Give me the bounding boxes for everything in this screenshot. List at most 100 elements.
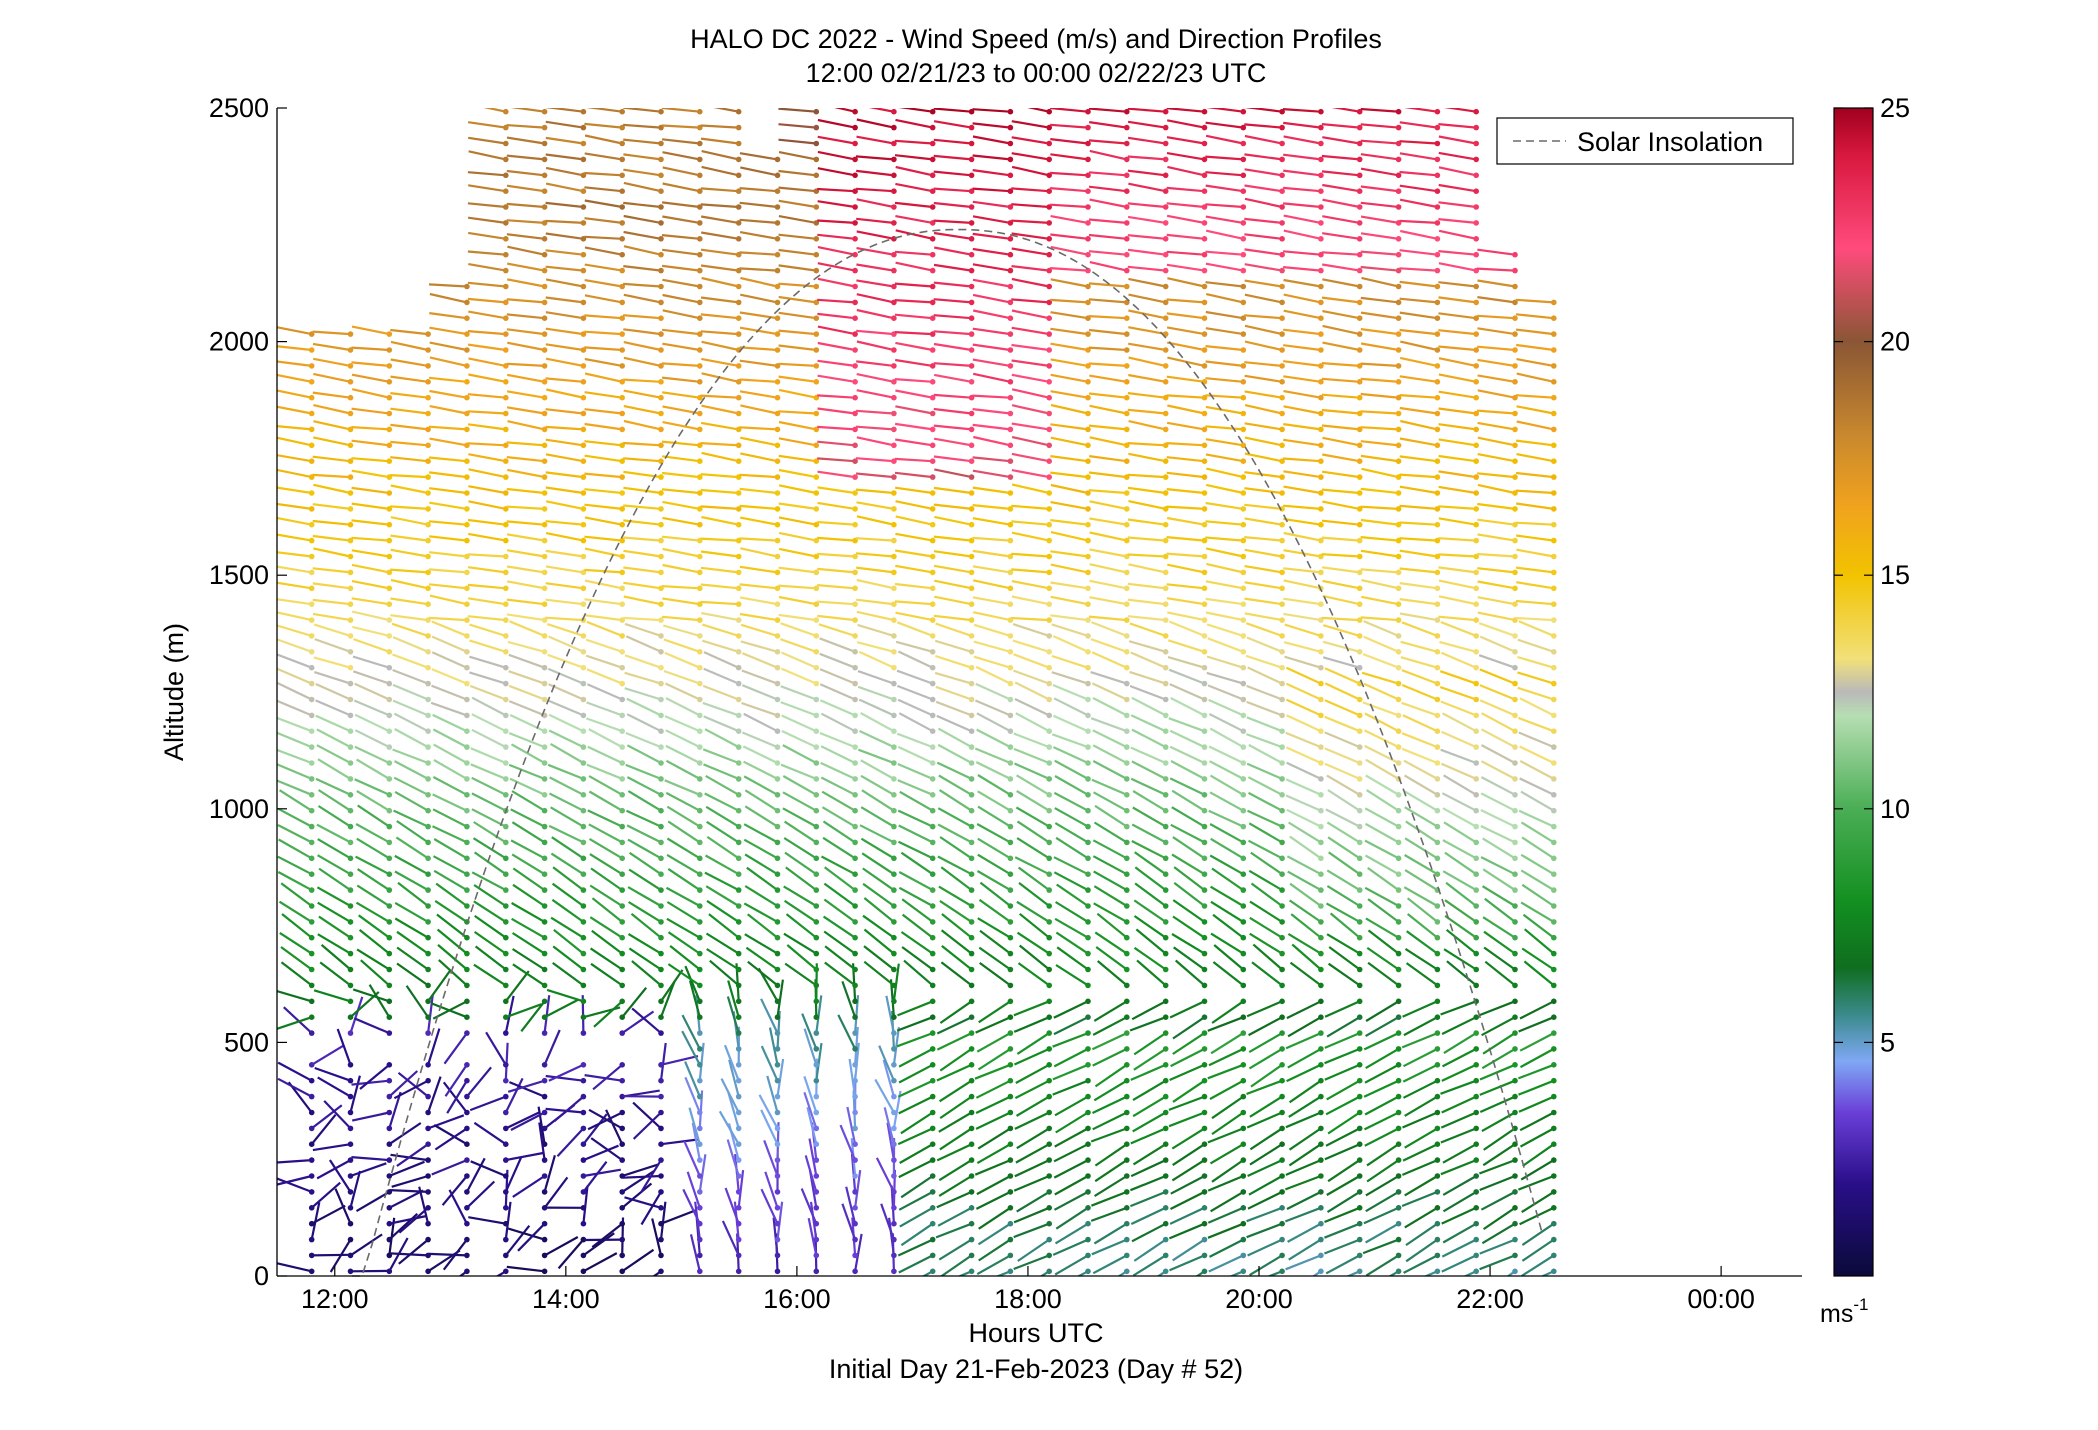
wind-barb-dot [1085,919,1091,925]
wind-barb-dot [1085,220,1091,226]
wind-barb-dot [1124,236,1130,242]
wind-barb-dot [309,1014,315,1020]
wind-barb [1283,440,1321,446]
wind-barb [934,221,972,223]
wind-barb [781,702,817,715]
wind-barb-dot [1396,887,1402,893]
wind-barb [976,1017,1011,1032]
wind-barb-dot [697,1014,703,1020]
wind-barb [1012,328,1049,334]
wind-barb-dot [503,601,509,607]
wind-barb-dot [309,649,315,655]
wind-barb [1440,687,1476,699]
wind-barb [1517,374,1554,382]
wind-barb-dot [1046,427,1052,433]
wind-barb [934,344,972,350]
wind-barb-dot [1551,1157,1557,1163]
wind-barb [704,652,739,668]
wind-barb [545,221,583,223]
wind-barb-dot [1124,1189,1130,1195]
wind-barb-dot [969,331,975,337]
wind-barb [779,140,817,144]
wind-barb-dot [1085,1205,1091,1211]
wind-barb [391,580,428,588]
wind-barb [744,824,777,842]
wind-barb [1051,485,1088,493]
wind-barb [1206,264,1243,271]
wind-barb [1167,153,1205,159]
wind-barb [1206,469,1243,478]
wind-barb-dot [542,1014,548,1020]
wind-barb-dot [658,220,664,226]
wind-barb [1095,823,1127,843]
wind-barb [1131,715,1166,731]
wind-barb [934,409,972,414]
wind-barb-dot [425,474,431,480]
wind-barb-dot [1241,141,1247,147]
wind-barb [1400,506,1438,509]
wind-barb-dot [852,1078,858,1084]
wind-barb [1400,421,1437,429]
wind-barb-dot [387,1110,393,1116]
wind-barb-dot [1124,1062,1130,1068]
wind-barb [585,136,622,144]
wind-barb [896,263,933,271]
wind-barb [974,642,1011,652]
wind-barb [1400,456,1438,461]
wind-barb [430,343,467,350]
wind-barb-dot [581,474,587,480]
wind-barb-dot [503,252,509,258]
wind-barb-dot [1202,935,1208,941]
wind-barb-dot [969,776,975,782]
wind-barb-dot [309,999,315,1005]
wind-barb [1206,439,1244,445]
wind-barb-dot [619,1253,625,1259]
wind-barb-dot [814,331,820,337]
wind-barb [1011,521,1049,524]
wind-barb [1128,157,1166,160]
wind-barb-dot [969,983,975,989]
wind-barb-dot [581,157,587,163]
wind-barb-dot [387,554,393,560]
wind-barb-dot [1435,903,1441,909]
wind-barb-dot [503,681,509,687]
wind-barb [1361,379,1399,382]
wind-barb [1245,566,1283,572]
wind-barb-dot [309,1126,315,1132]
wind-barb [1284,406,1321,413]
wind-barb [624,421,661,429]
wind-barb-dot [1085,188,1091,194]
wind-barb-dot [1551,935,1557,941]
wind-barb-dot [1085,951,1091,957]
wind-barb-dot [581,1269,587,1275]
wind-barb [779,549,816,557]
wind-barb-dot [542,538,548,544]
wind-barb-dot [930,919,936,925]
wind-barb-dot [736,649,742,655]
wind-barb [1287,715,1321,731]
wind-barb [1211,934,1243,954]
wind-barb-dot [1202,220,1208,226]
wind-barb-dot [1357,1141,1363,1147]
wind-barb [702,641,738,652]
wind-barb [898,1240,932,1256]
wind-barb [1167,278,1204,286]
wind-barb [1519,1097,1554,1112]
wind-barb-dot [1357,1269,1363,1275]
wind-barb-dot [309,411,315,417]
wind-barb [1480,669,1515,683]
wind-barb-dot [775,681,781,687]
wind-barb-dot [503,141,509,147]
wind-barb-dot [1396,792,1402,798]
wind-barb [1205,204,1243,207]
wind-barb-dot [736,808,742,814]
wind-barb [1055,1176,1088,1195]
y-tick-label: 0 [254,1261,269,1291]
wind-barb-dot [348,617,354,623]
wind-barb-dot [852,919,858,925]
wind-barb-dot [969,300,975,306]
wind-barb [546,488,584,494]
wind-barb-dot [891,871,897,877]
wind-barb-dot [852,935,858,941]
